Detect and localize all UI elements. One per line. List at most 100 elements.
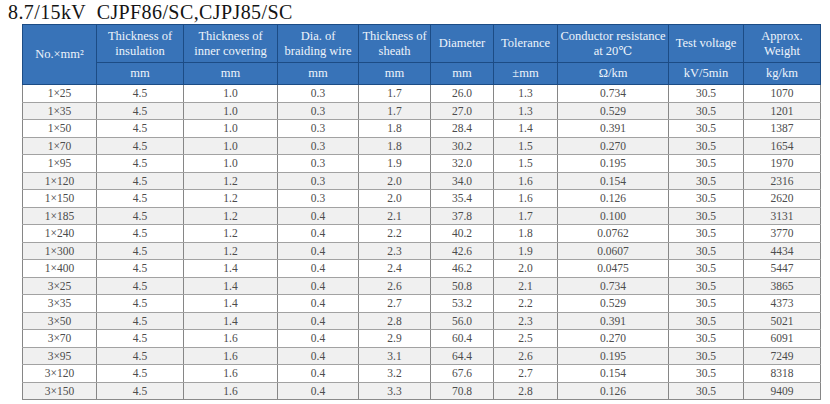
- table-cell: 1.4: [184, 312, 278, 330]
- table-cell: 30.5: [669, 260, 744, 278]
- table-cell: 0.0607: [558, 242, 669, 260]
- table-cell: 4.5: [97, 190, 184, 208]
- table-cell: 2.8: [494, 382, 558, 400]
- column-unit-6: ±mm: [494, 63, 558, 85]
- table-cell: 0.529: [558, 295, 669, 313]
- table-cell: 27.0: [431, 102, 494, 120]
- table-cell: 4.5: [97, 242, 184, 260]
- table-cell: 1.4: [184, 277, 278, 295]
- table-cell: 2.2: [494, 295, 558, 313]
- table-cell: 4.5: [97, 137, 184, 155]
- table-cell: 5021: [744, 312, 821, 330]
- table-cell: 2.9: [359, 330, 431, 348]
- table-cell: 1.7: [494, 207, 558, 225]
- column-header-0: No.×mm²: [23, 25, 97, 85]
- table-row: 1×1504.51.20.32.035.41.60.12630.52620: [23, 190, 821, 208]
- table-cell: 0.154: [558, 365, 669, 383]
- table-cell: 0.154: [558, 172, 669, 190]
- table-cell: 3×95: [23, 347, 97, 365]
- table-cell: 30.5: [669, 277, 744, 295]
- table-cell: 2.1: [494, 277, 558, 295]
- column-header-9: Approx. Weight: [744, 25, 821, 63]
- table-cell: 4.5: [97, 365, 184, 383]
- table-cell: 1.3: [494, 102, 558, 120]
- header-unit-row: mmmmmmmmmm±mmΩ/kmkV/5minkg/km: [23, 63, 821, 85]
- table-cell: 0.734: [558, 85, 669, 103]
- table-cell: 30.5: [669, 85, 744, 103]
- table-cell: 0.195: [558, 347, 669, 365]
- table-cell: 3×25: [23, 277, 97, 295]
- table-cell: 0.4: [278, 277, 359, 295]
- table-cell: 30.5: [669, 207, 744, 225]
- table-cell: 4.5: [97, 172, 184, 190]
- table-cell: 1.6: [184, 347, 278, 365]
- column-header-4: Thickness of sheath: [359, 25, 431, 63]
- table-cell: 1×150: [23, 190, 97, 208]
- table-cell: 0.391: [558, 120, 669, 138]
- table-body: 1×254.51.00.31.726.01.30.73430.510701×35…: [23, 85, 821, 400]
- table-cell: 2.1: [359, 207, 431, 225]
- table-row: 3×504.51.40.42.856.02.30.39130.55021: [23, 312, 821, 330]
- table-row: 1×4004.51.40.42.446.22.00.047530.55447: [23, 260, 821, 278]
- table-cell: 4373: [744, 295, 821, 313]
- table-cell: 53.2: [431, 295, 494, 313]
- table-cell: 30.5: [669, 330, 744, 348]
- table-row: 3×954.51.60.43.164.42.60.19530.57249: [23, 347, 821, 365]
- table-cell: 8318: [744, 365, 821, 383]
- table-cell: 4.5: [97, 277, 184, 295]
- table-cell: 0.4: [278, 312, 359, 330]
- table-cell: 30.5: [669, 120, 744, 138]
- table-cell: 1070: [744, 85, 821, 103]
- table-row: 1×704.51.00.31.830.21.50.27030.51654: [23, 137, 821, 155]
- table-cell: 1.7: [359, 102, 431, 120]
- column-unit-9: kg/km: [744, 63, 821, 85]
- column-unit-7: Ω/km: [558, 63, 669, 85]
- table-cell: 0.4: [278, 382, 359, 400]
- table-cell: 0.529: [558, 102, 669, 120]
- table-cell: 0.4: [278, 347, 359, 365]
- table-cell: 30.5: [669, 242, 744, 260]
- table-cell: 3×35: [23, 295, 97, 313]
- table-cell: 2.8: [359, 312, 431, 330]
- table-cell: 3.3: [359, 382, 431, 400]
- table-cell: 1×35: [23, 102, 97, 120]
- table-cell: 4.5: [97, 347, 184, 365]
- table-cell: 0.4: [278, 260, 359, 278]
- table-cell: 32.0: [431, 155, 494, 173]
- table-cell: 1×120: [23, 172, 97, 190]
- table-cell: 1×400: [23, 260, 97, 278]
- table-cell: 9409: [744, 382, 821, 400]
- page: 8.7/15kV CJPF86/SC,CJPJ85/SC No.×mm²Thic…: [0, 0, 830, 404]
- table-cell: 4.5: [97, 120, 184, 138]
- table-cell: 1.9: [359, 155, 431, 173]
- table-cell: 40.2: [431, 225, 494, 243]
- column-header-5: Diameter: [431, 25, 494, 63]
- table-cell: 1.6: [184, 330, 278, 348]
- table-cell: 1.8: [359, 120, 431, 138]
- table-cell: 30.5: [669, 102, 744, 120]
- table-cell: 30.5: [669, 137, 744, 155]
- table-cell: 1×300: [23, 242, 97, 260]
- table-cell: 7249: [744, 347, 821, 365]
- table-cell: 0.3: [278, 120, 359, 138]
- table-cell: 0.4: [278, 242, 359, 260]
- table-cell: 3131: [744, 207, 821, 225]
- table-row: 1×354.51.00.31.727.01.30.52930.51201: [23, 102, 821, 120]
- table-cell: 30.5: [669, 172, 744, 190]
- table-cell: 0.3: [278, 85, 359, 103]
- table-cell: 2.0: [494, 260, 558, 278]
- table-cell: 37.8: [431, 207, 494, 225]
- table-cell: 2.6: [359, 277, 431, 295]
- table-cell: 1654: [744, 137, 821, 155]
- table-cell: 1.5: [494, 155, 558, 173]
- table-cell: 1.5: [494, 137, 558, 155]
- table-cell: 0.126: [558, 190, 669, 208]
- column-unit-4: mm: [359, 63, 431, 85]
- table-row: 1×1204.51.20.32.034.01.60.15430.52316: [23, 172, 821, 190]
- table-cell: 64.4: [431, 347, 494, 365]
- table-cell: 30.5: [669, 312, 744, 330]
- column-header-8: Test voltage: [669, 25, 744, 63]
- table-cell: 30.5: [669, 295, 744, 313]
- table-cell: 30.5: [669, 155, 744, 173]
- table-cell: 2620: [744, 190, 821, 208]
